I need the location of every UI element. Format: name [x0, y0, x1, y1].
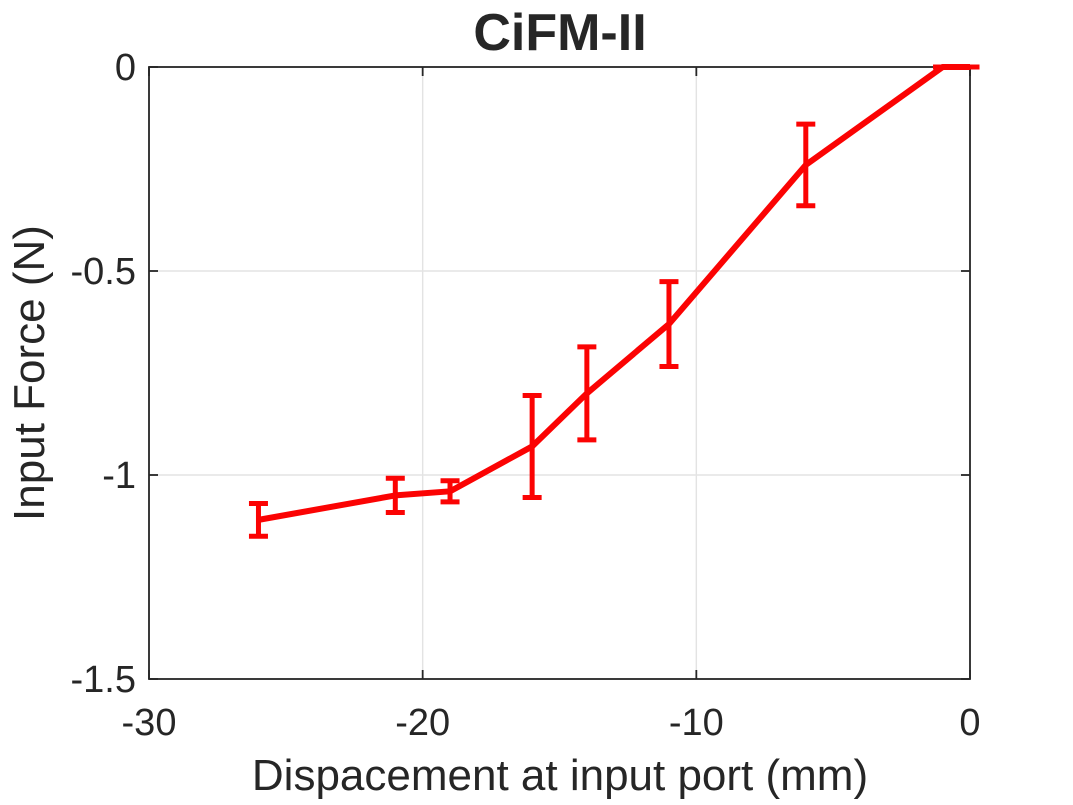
- y-tick-label: -0.5: [71, 251, 136, 293]
- chart-title: CiFM-II: [473, 4, 646, 62]
- tick-labels: -30 -20 -10 0 0 -0.5 -1 -1.5: [71, 47, 981, 744]
- y-tick-label: -1.5: [71, 659, 136, 701]
- axis-ticks: [148, 66, 971, 680]
- x-tick-label: 0: [959, 702, 980, 744]
- x-axis-label: Dispacement at input port (mm): [252, 751, 868, 800]
- series-line-with-errorbars: [248, 64, 980, 539]
- series-line: [257, 64, 970, 523]
- axes-border: [148, 66, 971, 680]
- axes-box: [148, 66, 971, 680]
- x-tick-label: -10: [669, 702, 724, 744]
- y-axis-label: Input Force (N): [5, 225, 54, 521]
- gridlines: [148, 66, 971, 680]
- x-tick-label: -20: [395, 702, 450, 744]
- x-tick-label: -30: [122, 702, 177, 744]
- y-tick-label: 0: [115, 47, 136, 89]
- y-tick-label: -1: [102, 455, 136, 497]
